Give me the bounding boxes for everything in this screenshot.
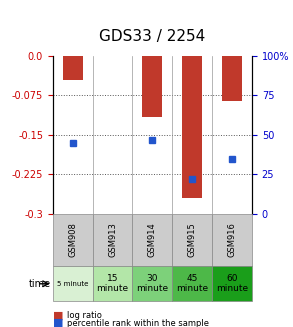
Bar <box>63 56 83 79</box>
Text: 15
minute: 15 minute <box>96 274 129 294</box>
Text: 60
minute: 60 minute <box>216 274 248 294</box>
FancyBboxPatch shape <box>212 214 252 266</box>
FancyBboxPatch shape <box>132 214 172 266</box>
FancyBboxPatch shape <box>93 266 132 301</box>
Text: GSM908: GSM908 <box>68 222 77 257</box>
Text: ■: ■ <box>53 318 63 327</box>
FancyBboxPatch shape <box>212 266 252 301</box>
FancyBboxPatch shape <box>172 266 212 301</box>
FancyBboxPatch shape <box>132 266 172 301</box>
Text: GSM916: GSM916 <box>228 222 236 257</box>
FancyBboxPatch shape <box>172 214 212 266</box>
Text: GSM915: GSM915 <box>188 222 197 257</box>
Text: log ratio: log ratio <box>67 311 102 320</box>
FancyBboxPatch shape <box>53 214 93 266</box>
Text: 45
minute: 45 minute <box>176 274 208 294</box>
Text: 5 minute: 5 minute <box>57 281 88 287</box>
Bar <box>142 56 162 116</box>
Text: 30
minute: 30 minute <box>136 274 168 294</box>
Text: GSM913: GSM913 <box>108 222 117 257</box>
Bar <box>182 56 202 198</box>
Text: GDS33 / 2254: GDS33 / 2254 <box>99 29 205 43</box>
FancyBboxPatch shape <box>93 214 132 266</box>
Text: ■: ■ <box>53 311 63 320</box>
Bar <box>222 56 242 101</box>
Text: time: time <box>29 279 51 289</box>
Text: percentile rank within the sample: percentile rank within the sample <box>67 318 209 327</box>
FancyBboxPatch shape <box>53 266 93 301</box>
Text: GSM914: GSM914 <box>148 222 157 257</box>
